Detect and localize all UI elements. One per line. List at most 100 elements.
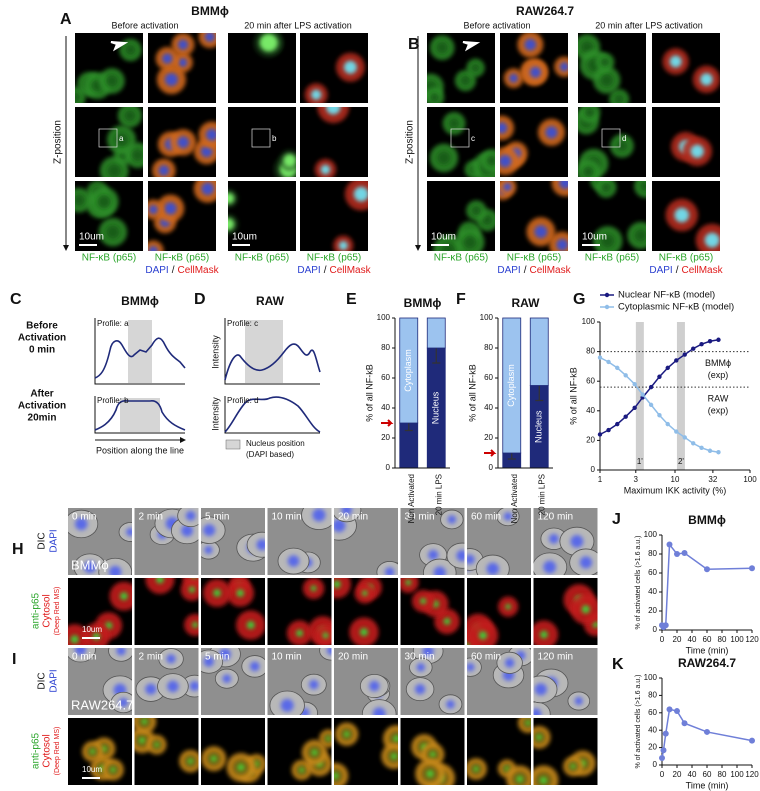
cell [429, 751, 436, 758]
micrograph [334, 578, 398, 645]
panel-label: J [612, 511, 621, 528]
point [716, 337, 721, 342]
cell [177, 39, 189, 50]
panel-label: K [612, 656, 624, 673]
cell [504, 658, 515, 668]
point [749, 737, 755, 744]
y-tick-label: 60 [381, 373, 390, 382]
point [648, 384, 654, 390]
cell [254, 761, 259, 767]
label: NF-κB (p65) [155, 253, 209, 264]
micrograph [578, 33, 646, 103]
cell [177, 136, 190, 149]
point [674, 551, 680, 557]
point [623, 414, 628, 419]
y-tick-label: 40 [381, 403, 390, 412]
cell [188, 586, 196, 593]
label: 120 min [538, 512, 574, 523]
cell [184, 613, 199, 636]
point [682, 352, 687, 357]
cell [482, 215, 493, 226]
row-label: (Deep Red MS) [54, 727, 61, 776]
pointer-arrow [381, 419, 394, 427]
x-tick-label: 40 [688, 635, 697, 644]
y-tick-label: 40 [648, 725, 657, 734]
cell [471, 63, 480, 73]
x-tick-label: 20 min LPS [537, 474, 546, 515]
cell [326, 648, 332, 655]
row-label-line: Activation [18, 333, 66, 344]
cell [343, 60, 357, 74]
cell [317, 107, 350, 124]
cell [414, 683, 426, 695]
cell [467, 663, 475, 672]
cell [473, 766, 479, 772]
profile-axes [224, 318, 320, 434]
cell [148, 246, 158, 251]
point [660, 747, 667, 754]
x-tick-label: 0 [660, 770, 665, 779]
cell [287, 555, 300, 567]
caption-slash: / [676, 265, 679, 276]
x-axis-label: Maximum IKK activity (%) [624, 485, 727, 495]
cell [167, 680, 179, 693]
cell [405, 579, 412, 586]
y-tick-label: 60 [586, 376, 595, 385]
cell [674, 207, 690, 223]
label: 0 min [72, 512, 96, 523]
point [597, 432, 603, 437]
caption: DAPI / CellMask [297, 265, 371, 276]
cell [433, 566, 446, 575]
cell [204, 33, 215, 42]
label: 10um [232, 232, 257, 243]
cell [384, 567, 395, 575]
cell [118, 697, 128, 708]
cell [543, 560, 557, 574]
cell [428, 549, 439, 561]
cell [446, 700, 455, 709]
panel-title: BMMϕ [191, 4, 229, 18]
row-label: anti-p65 [31, 732, 42, 769]
micrograph [533, 508, 598, 575]
micrograph [134, 578, 199, 645]
y-tick-label: 60 [484, 373, 493, 382]
series-name: Cytoplasm [403, 349, 413, 392]
cell [164, 202, 177, 215]
point [657, 413, 662, 418]
point [606, 427, 611, 433]
row-label-line: Before [26, 321, 58, 332]
cell [119, 592, 128, 601]
caption: DAPI / CellMask [497, 265, 571, 276]
legend-label: Cytoplasmic NF-κB (model) [618, 302, 734, 313]
cell [189, 681, 199, 691]
legend-marker [604, 304, 610, 310]
cell [219, 648, 231, 660]
point [691, 441, 696, 446]
cell [433, 235, 464, 251]
micrograph [400, 718, 465, 785]
cell [310, 89, 322, 100]
profile-curve [94, 399, 186, 431]
micrograph [75, 181, 143, 251]
row-label-line: Activation [18, 401, 66, 412]
axis-label: Intensity [210, 397, 220, 431]
cell [249, 661, 260, 672]
point [707, 339, 713, 344]
row-label: Cytosol [42, 594, 53, 627]
y-axis-label: % of all NF-kB [364, 364, 374, 422]
cell [131, 149, 143, 161]
point [657, 374, 662, 379]
point [699, 445, 704, 450]
y-tick-label: 80 [381, 343, 390, 352]
cell [570, 763, 576, 769]
cell [390, 753, 398, 760]
micrograph [427, 107, 495, 177]
point [681, 550, 688, 557]
point [665, 421, 670, 427]
cell [75, 517, 88, 531]
label: NF-κB (p65) [507, 253, 561, 264]
cell [534, 225, 548, 239]
cell [559, 62, 568, 72]
row-label: (Deep Red MS) [54, 587, 61, 636]
cell [106, 225, 120, 239]
